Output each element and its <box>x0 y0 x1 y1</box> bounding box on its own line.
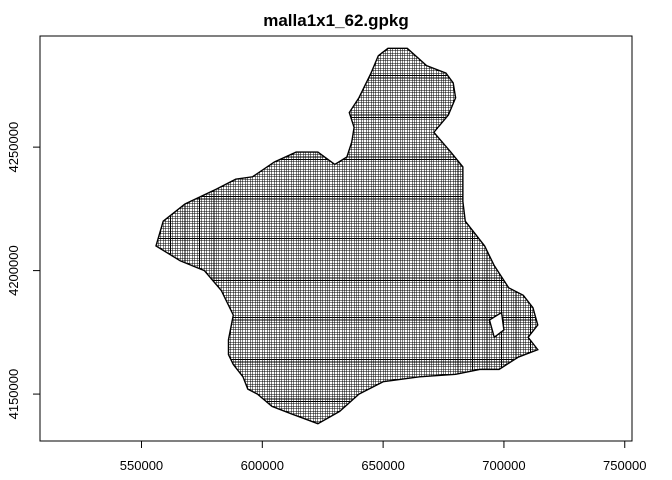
y-tick-label: 4150000 <box>6 369 21 420</box>
grid-cells <box>155 47 539 425</box>
y-axis: 4150000 4200000 4250000 <box>6 122 41 420</box>
y-tick-label: 4200000 <box>6 245 21 296</box>
region-outline <box>155 47 539 425</box>
y-tick-label: 4250000 <box>6 122 21 173</box>
x-tick-label: 650000 <box>361 458 404 473</box>
x-axis: 550000 600000 650000 700000 750000 <box>120 440 646 473</box>
x-tick-label: 700000 <box>482 458 525 473</box>
grid-cell-lines <box>155 48 538 424</box>
x-tick-label: 600000 <box>241 458 284 473</box>
chart-title: malla1x1_62.gpkg <box>263 11 409 30</box>
x-tick-label: 750000 <box>603 458 646 473</box>
x-tick-label: 550000 <box>120 458 163 473</box>
